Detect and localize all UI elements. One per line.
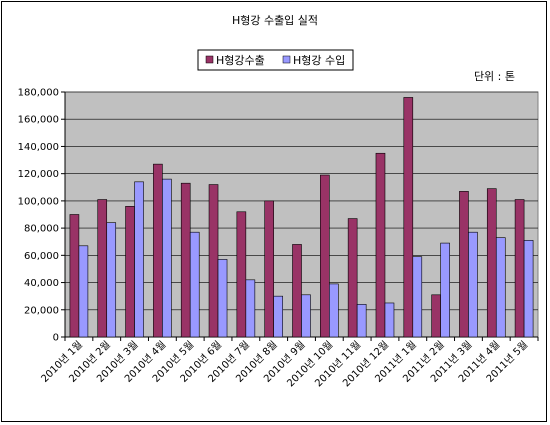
- bar-import: [134, 181, 144, 338]
- bar-export: [153, 163, 163, 338]
- legend-swatch-export: [205, 55, 214, 64]
- bar-import: [495, 237, 506, 338]
- y-tick-label: 40,000: [24, 278, 59, 289]
- bar-import: [189, 231, 200, 338]
- bar-export: [375, 152, 386, 338]
- bar-export: [431, 294, 441, 338]
- legend: H형강수출 H형강 수입: [197, 49, 354, 71]
- bar-export: [347, 218, 358, 338]
- bar-export: [459, 191, 469, 338]
- legend-box: [197, 49, 354, 71]
- bar-export: [125, 206, 135, 338]
- bar-import: [245, 279, 256, 338]
- bar-export: [320, 174, 330, 338]
- legend-label-export: H형강수출: [216, 54, 265, 67]
- bar-import: [384, 302, 395, 338]
- y-tick-label: 80,000: [24, 224, 59, 235]
- chart-title: H형강 수출입 실적: [232, 14, 318, 27]
- bar-export: [236, 211, 247, 338]
- y-tick-label: 0: [53, 333, 59, 344]
- y-tick-label: 120,000: [18, 169, 59, 180]
- bar-export: [97, 199, 108, 338]
- bar-import: [106, 222, 117, 338]
- bar-import: [301, 294, 311, 338]
- bar-export: [292, 244, 302, 338]
- y-tick-label: 100,000: [18, 196, 59, 207]
- bar-import: [273, 295, 283, 338]
- bar-import: [523, 240, 534, 338]
- legend-label-import: H형강 수입: [293, 54, 345, 67]
- y-tick-label: 180,000: [18, 88, 59, 99]
- bar-export: [180, 182, 191, 338]
- plot-area: 0 20,000 40,000 60,000 80,000 100,000 120,000 1…: [18, 88, 539, 389]
- bar-export: [69, 214, 80, 338]
- unit-label: 단위 : 톤: [474, 70, 515, 83]
- y-tick-label: 20,000: [24, 305, 59, 316]
- bar-export: [208, 184, 219, 338]
- bar-export: [514, 199, 525, 338]
- bar-import: [217, 259, 228, 338]
- bar-import: [440, 242, 450, 338]
- y-tick-label: 160,000: [18, 115, 59, 126]
- bar-import: [329, 283, 339, 338]
- y-tick-label: 60,000: [24, 251, 59, 262]
- bar-export: [486, 188, 497, 338]
- legend-swatch-import: [282, 55, 291, 64]
- bar-import: [162, 178, 172, 338]
- bar-export: [264, 200, 274, 338]
- bar-export: [403, 97, 414, 338]
- y-tick-label: 140,000: [18, 142, 59, 153]
- bar-import: [78, 245, 89, 338]
- bar-import: [412, 256, 423, 338]
- bar-import: [356, 304, 367, 338]
- bar-import: [468, 231, 478, 338]
